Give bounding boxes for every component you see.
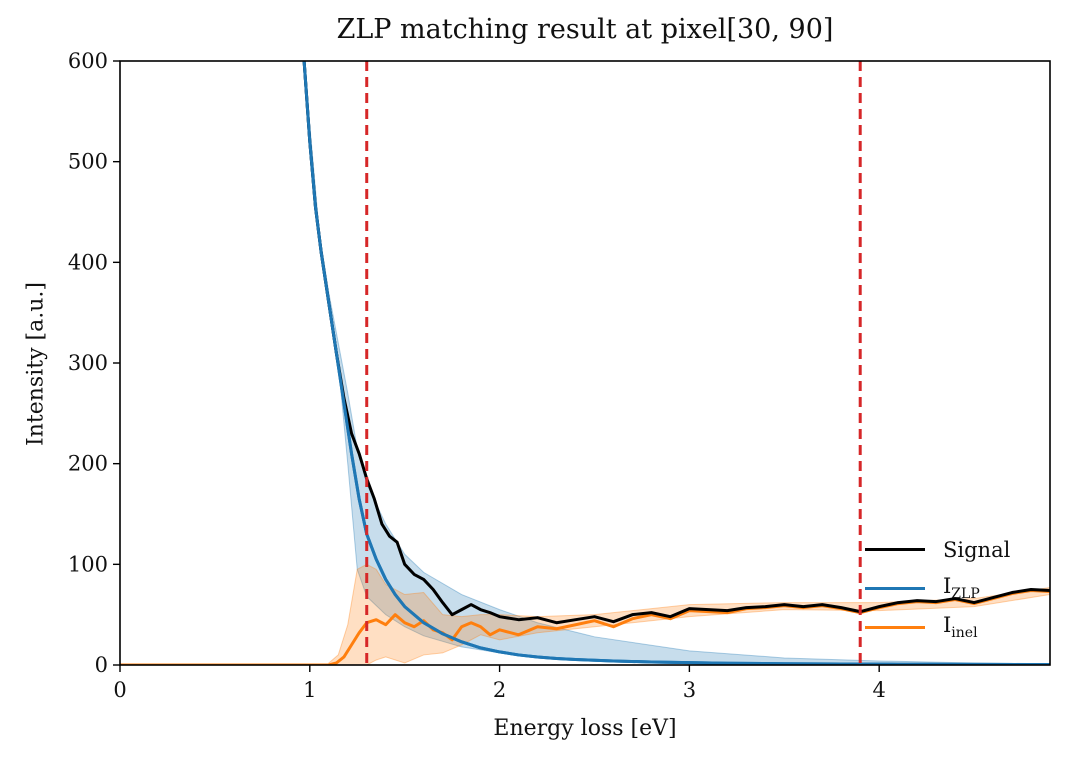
x-tick-label: 4 (872, 678, 885, 702)
legend-swatch-iinel (865, 626, 925, 629)
band-i-inel (328, 563, 1050, 665)
legend-swatch-signal (865, 548, 925, 551)
series-line-signal (302, 61, 1050, 625)
series-line-i-zlp-overlay (302, 61, 1050, 665)
y-tick-label: 400 (68, 250, 108, 274)
x-axis-label: Energy loss [eV] (493, 716, 677, 741)
chart-title: ZLP matching result at pixel[30, 90] (336, 14, 834, 45)
y-tick-label: 200 (68, 452, 108, 476)
legend-label-signal: Signal (943, 537, 1011, 562)
x-tick-label: 3 (683, 678, 696, 702)
legend-label-izlp: IZLP (943, 574, 980, 603)
legend-label-iinel: Iinel (943, 613, 978, 642)
legend-item-iinel: Iinel (865, 608, 1045, 647)
legend-item-signal: Signal (865, 530, 1045, 569)
x-tick-label: 1 (303, 678, 316, 702)
y-tick-label: 600 (68, 49, 108, 73)
legend: Signal IZLP Iinel (865, 530, 1045, 647)
y-tick-label: 300 (68, 351, 108, 375)
legend-swatch-izlp (865, 587, 925, 590)
legend-item-izlp: IZLP (865, 569, 1045, 608)
y-axis-label: Intensity [a.u.] (23, 282, 49, 446)
y-tick-label: 500 (68, 150, 108, 174)
y-tick-label: 100 (68, 552, 108, 576)
x-tick-label: 2 (493, 678, 506, 702)
y-tick-label: 0 (95, 653, 108, 677)
x-tick-label: 0 (113, 678, 126, 702)
